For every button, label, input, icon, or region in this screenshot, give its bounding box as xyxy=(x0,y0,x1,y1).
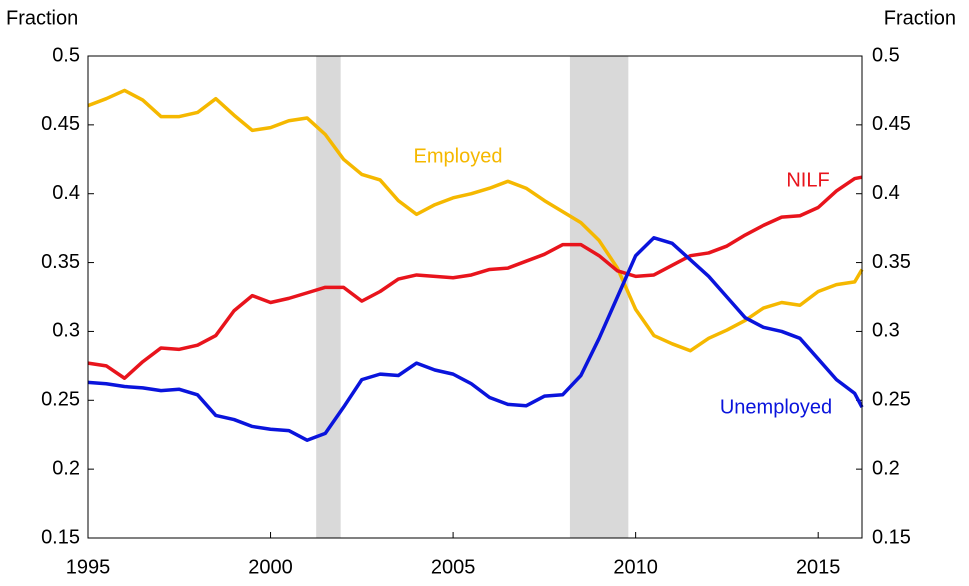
x-tick-label: 2005 xyxy=(431,556,476,578)
y2-tick-label: 0.4 xyxy=(872,182,900,204)
plot-frame xyxy=(87,55,863,539)
y2-tick-label: 0.2 xyxy=(872,457,900,479)
y-axis-title: Fraction xyxy=(6,7,78,29)
y-tick-label: 0.15 xyxy=(41,526,80,548)
y-tick-label: 0.35 xyxy=(41,251,80,273)
x-tick-label: 2010 xyxy=(613,556,658,578)
series-label: NILF xyxy=(786,169,829,191)
y2-axis-title: Fraction xyxy=(884,7,956,29)
series-line xyxy=(87,236,864,442)
y-tick-label: 0.2 xyxy=(52,457,80,479)
x-tick-label: 2015 xyxy=(796,556,841,578)
recession-band xyxy=(569,56,629,538)
series-label: Employed xyxy=(414,145,503,167)
series-line xyxy=(87,88,864,353)
x-tick-label: 1995 xyxy=(66,556,111,578)
y-tick-label: 0.25 xyxy=(41,389,80,411)
x-tick-label: 2000 xyxy=(248,556,293,578)
y2-tick-label: 0.35 xyxy=(872,251,911,273)
y2-tick-label: 0.45 xyxy=(872,113,911,135)
series-line xyxy=(87,175,863,380)
y-tick-label: 0.5 xyxy=(52,44,80,66)
y2-tick-label: 0.15 xyxy=(872,526,911,548)
series-label: Unemployed xyxy=(720,396,832,418)
y-tick-label: 0.45 xyxy=(41,113,80,135)
y-tick-label: 0.3 xyxy=(52,320,80,342)
y2-tick-label: 0.3 xyxy=(872,320,900,342)
y2-tick-label: 0.25 xyxy=(872,389,911,411)
y2-tick-label: 0.5 xyxy=(872,44,900,66)
y-tick-label: 0.4 xyxy=(52,182,80,204)
